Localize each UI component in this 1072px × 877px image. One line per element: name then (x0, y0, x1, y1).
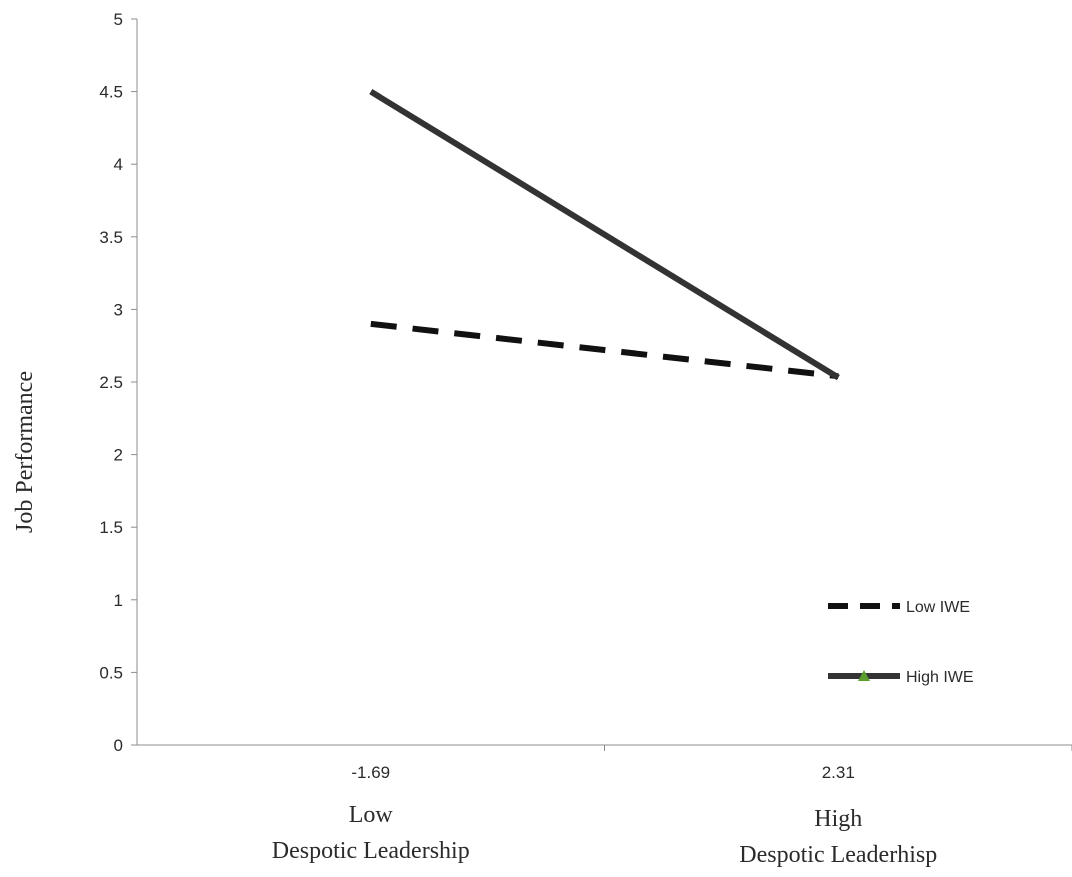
y-tick-label: 0.5 (99, 663, 123, 682)
series-line-low-iwe (370, 320, 839, 380)
y-tick-label: 4.5 (99, 83, 123, 102)
x-category-label: Despotic Leaderhisp (739, 842, 937, 868)
y-tick-label: 3.5 (99, 228, 123, 247)
y-tick-label: 5 (114, 10, 123, 29)
legend-label: High IWE (906, 669, 974, 686)
x-category-label: Despotic Leadership (272, 838, 470, 864)
series-line-high-iwe (369, 89, 840, 381)
y-axis-title: Job Performance (12, 371, 38, 533)
y-tick-label: 4 (114, 155, 123, 174)
legend-label: Low IWE (906, 599, 970, 616)
x-category-label: High (814, 806, 862, 832)
y-tick-label: 0 (114, 736, 123, 755)
y-tick-label: 2.5 (99, 373, 123, 392)
y-tick-label: 1 (114, 591, 123, 610)
y-tick-label: 1.5 (99, 518, 123, 537)
y-tick-label: 3 (114, 300, 123, 319)
x-tick-label: 2.31 (822, 763, 855, 782)
x-tick-label: -1.69 (351, 763, 390, 782)
y-tick-label: 2 (114, 446, 123, 465)
x-category-label: Low (349, 802, 394, 828)
triangle-marker-icon (858, 670, 870, 681)
